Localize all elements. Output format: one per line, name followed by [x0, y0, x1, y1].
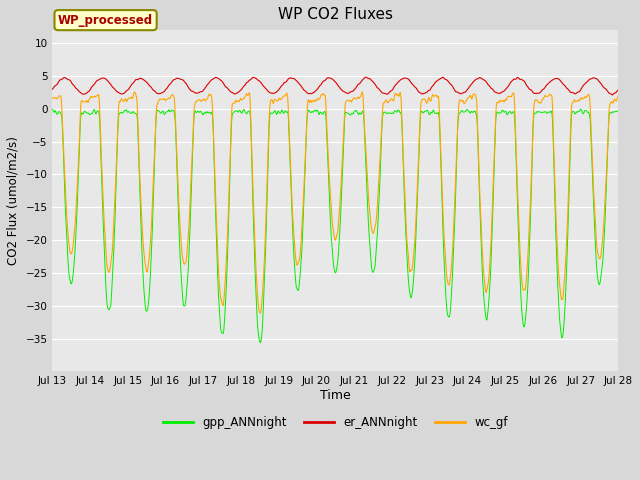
gpp_ANNnight [424, 108, 431, 114]
gpp_ANNnight [498, 108, 506, 114]
gpp_ANNnight [257, 340, 264, 346]
Text: WP_processed: WP_processed [58, 13, 153, 27]
Line: er_ANNnight: er_ANNnight [52, 77, 618, 95]
wc_gf [175, 197, 182, 203]
er_ANNnight [498, 89, 506, 95]
wc_gf [424, 97, 432, 103]
gpp_ANNnight [49, 107, 56, 112]
gpp_ANNnight [577, 106, 584, 112]
wc_gf [257, 310, 264, 316]
er_ANNnight [614, 87, 622, 93]
wc_gf [614, 92, 622, 98]
wc_gf [238, 97, 246, 103]
gpp_ANNnight [548, 109, 556, 115]
er_ANNnight [548, 78, 556, 84]
Line: wc_gf: wc_gf [52, 92, 618, 313]
wc_gf [131, 89, 138, 95]
wc_gf [548, 94, 556, 100]
er_ANNnight [49, 86, 56, 92]
er_ANNnight [237, 86, 245, 92]
gpp_ANNnight [237, 110, 245, 116]
er_ANNnight [424, 88, 431, 94]
Y-axis label: CO2 Flux (umol/m2/s): CO2 Flux (umol/m2/s) [7, 136, 20, 265]
wc_gf [49, 96, 56, 101]
Line: gpp_ANNnight: gpp_ANNnight [52, 109, 618, 343]
er_ANNnight [362, 74, 370, 80]
er_ANNnight [609, 92, 616, 98]
gpp_ANNnight [175, 207, 182, 213]
wc_gf [161, 97, 169, 103]
gpp_ANNnight [614, 108, 622, 114]
er_ANNnight [161, 88, 168, 94]
wc_gf [498, 98, 506, 104]
X-axis label: Time: Time [320, 389, 351, 402]
Legend: gpp_ANNnight, er_ANNnight, wc_gf: gpp_ANNnight, er_ANNnight, wc_gf [159, 411, 513, 434]
gpp_ANNnight [161, 111, 168, 117]
er_ANNnight [175, 75, 182, 81]
Title: WP CO2 Fluxes: WP CO2 Fluxes [278, 7, 393, 22]
